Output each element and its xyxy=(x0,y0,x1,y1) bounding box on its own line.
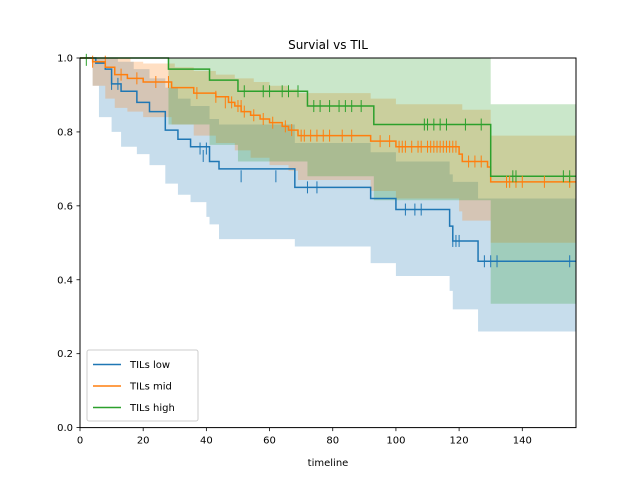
x-tick-label: 80 xyxy=(326,436,339,447)
survival-line-tils-mid xyxy=(80,57,576,183)
x-axis-ticks: 0 20 40 60 80 100 120 140 xyxy=(77,427,532,447)
y-tick-label: 0.6 xyxy=(57,201,73,212)
y-tick-label: 0.4 xyxy=(57,275,73,286)
legend-label-tils-high: TILs high xyxy=(129,403,175,414)
x-tick-label: 0 xyxy=(77,436,83,447)
x-tick-label: 40 xyxy=(200,436,213,447)
confidence-bands xyxy=(80,58,576,332)
legend: TILs low TILs mid TILs high xyxy=(86,349,199,422)
x-tick-label: 120 xyxy=(450,436,469,447)
x-axis-label: timeline xyxy=(308,458,349,469)
legend-box xyxy=(86,349,199,422)
censor-markers xyxy=(85,53,571,268)
plot-frame xyxy=(79,57,577,429)
x-tick-label: 100 xyxy=(386,436,405,447)
x-tick-label: 20 xyxy=(137,436,150,447)
chart-title: Survial vs TIL xyxy=(288,38,368,52)
x-tick-label: 140 xyxy=(513,436,532,447)
ci-band-tils-low xyxy=(80,58,576,332)
y-axis-ticks: 0.0 0.2 0.4 0.6 0.8 1.0 xyxy=(57,54,80,434)
ci-band-tils-mid xyxy=(80,58,576,243)
legend-label-tils-low: TILs low xyxy=(129,360,170,371)
y-tick-label: 0.8 xyxy=(57,127,73,138)
legend-label-tils-mid: TILs mid xyxy=(129,382,172,393)
ci-band-tils-high xyxy=(80,58,576,304)
y-tick-label: 0.2 xyxy=(57,349,73,360)
survival-line-tils-high xyxy=(80,57,576,178)
x-tick-label: 60 xyxy=(263,436,276,447)
y-tick-label: 0.0 xyxy=(57,423,73,434)
y-tick-label: 1.0 xyxy=(57,54,73,65)
